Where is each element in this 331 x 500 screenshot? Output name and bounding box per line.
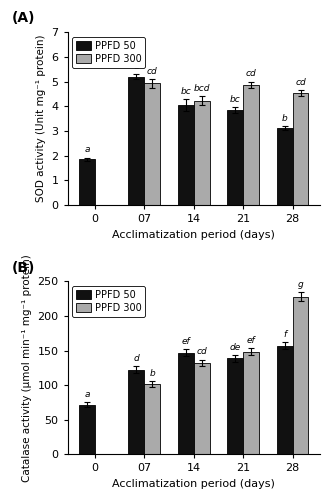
Bar bbox=[194, 101, 210, 205]
Y-axis label: SOD activity (Unit mg⁻¹ protein): SOD activity (Unit mg⁻¹ protein) bbox=[36, 35, 46, 202]
Bar bbox=[293, 296, 308, 454]
Bar bbox=[227, 110, 243, 205]
Legend: PPFD 50, PPFD 300: PPFD 50, PPFD 300 bbox=[72, 286, 145, 317]
Text: b: b bbox=[149, 369, 155, 378]
Text: bc: bc bbox=[180, 86, 191, 96]
Bar bbox=[243, 84, 259, 205]
Bar bbox=[128, 370, 144, 454]
Legend: PPFD 50, PPFD 300: PPFD 50, PPFD 300 bbox=[72, 37, 145, 68]
Text: de: de bbox=[230, 342, 241, 351]
Text: bc: bc bbox=[230, 95, 241, 104]
X-axis label: Acclimatization period (days): Acclimatization period (days) bbox=[112, 230, 275, 239]
Text: bcd: bcd bbox=[193, 84, 210, 93]
Bar bbox=[79, 160, 95, 205]
Text: cd: cd bbox=[295, 78, 306, 86]
Text: b: b bbox=[282, 114, 288, 123]
Bar bbox=[144, 384, 160, 454]
Bar bbox=[128, 76, 144, 205]
Bar bbox=[79, 404, 95, 454]
Text: cd: cd bbox=[246, 70, 257, 78]
Bar bbox=[277, 346, 293, 455]
Bar bbox=[178, 105, 194, 205]
Text: g: g bbox=[298, 280, 304, 289]
Text: cd: cd bbox=[147, 66, 158, 76]
Y-axis label: Catalase activity (µmol min⁻¹ mg⁻¹ protein): Catalase activity (µmol min⁻¹ mg⁻¹ prote… bbox=[22, 254, 32, 482]
X-axis label: Acclimatization period (days): Acclimatization period (days) bbox=[112, 479, 275, 489]
Text: (A): (A) bbox=[12, 11, 35, 25]
Text: a: a bbox=[84, 390, 90, 400]
Bar bbox=[194, 363, 210, 454]
Bar bbox=[293, 92, 308, 205]
Bar bbox=[277, 128, 293, 205]
Text: a: a bbox=[84, 146, 90, 154]
Bar bbox=[243, 352, 259, 454]
Bar bbox=[178, 352, 194, 454]
Bar bbox=[144, 83, 160, 205]
Text: f: f bbox=[283, 330, 286, 339]
Text: d: d bbox=[133, 62, 139, 71]
Text: cd: cd bbox=[196, 348, 207, 356]
Text: ef: ef bbox=[181, 337, 190, 346]
Text: (B): (B) bbox=[12, 260, 35, 274]
Bar bbox=[227, 358, 243, 454]
Text: d: d bbox=[133, 354, 139, 364]
Text: ef: ef bbox=[247, 336, 256, 345]
